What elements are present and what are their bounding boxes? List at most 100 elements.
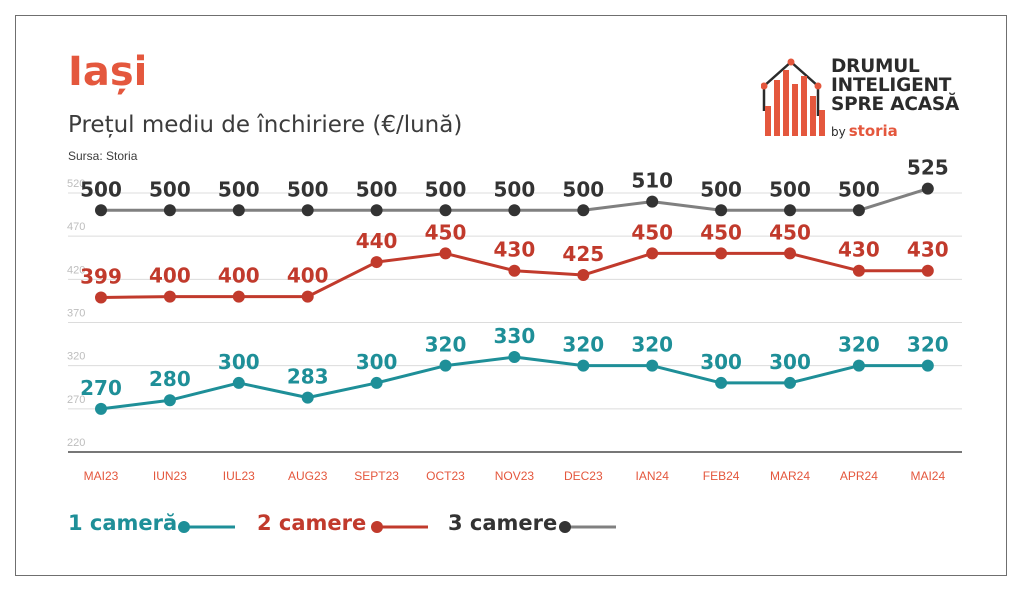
legend-item-2-camere: 2 camere	[257, 513, 366, 534]
logo-house-icon	[761, 58, 825, 136]
series-2-camere-data-label: 399	[80, 264, 122, 288]
series-3-camere-data-label: 500	[218, 177, 260, 201]
series-3-camere-data-label: 500	[287, 177, 329, 201]
series-3-camere-data-label: 525	[907, 156, 949, 180]
x-tick-label: MAR24	[770, 469, 810, 483]
series-1-camera-point	[370, 376, 383, 389]
series-2-camere-data-label: 450	[769, 220, 811, 244]
series-2-camere-data-label: 400	[149, 264, 191, 288]
series-2-camere-data-label: 400	[218, 264, 260, 288]
series-3-camere-data-label: 500	[700, 177, 742, 201]
x-tick-label: SEPT23	[354, 469, 399, 483]
x-tick-label: NOV23	[495, 469, 535, 483]
logo-byline: by storia	[831, 122, 898, 140]
y-tick-label: 220	[67, 437, 85, 449]
x-tick-label: APR24	[840, 469, 878, 483]
y-tick-label: 370	[67, 308, 85, 320]
series-2-camere-point	[646, 247, 659, 260]
y-tick-label: 320	[67, 351, 85, 363]
series-3-camere-point	[646, 195, 659, 208]
series-2-camere-data-label: 430	[907, 238, 949, 262]
legend-swatch-3-camere	[559, 521, 616, 533]
series-2-camere-data-label: 440	[356, 229, 398, 253]
legend-item-1-camera: 1 cameră	[68, 513, 177, 534]
series-2-camere-point	[784, 247, 796, 260]
x-tick-label: MAI23	[84, 469, 119, 483]
series-2-camere-point	[921, 264, 934, 277]
series-2-camere-point	[163, 290, 176, 303]
series-2-camere-data-label: 450	[425, 220, 467, 244]
logo-line: SPRE ACASĂ	[831, 94, 960, 115]
series-1-camera-data-label: 270	[80, 376, 122, 400]
series-1-camera-point	[577, 359, 590, 372]
x-tick-label: AUG23	[288, 469, 328, 483]
series-2-camere-point	[232, 290, 245, 303]
series-1-camera-data-label: 320	[425, 333, 467, 357]
series-3-camere-point	[508, 204, 521, 217]
y-tick-label: 520	[67, 178, 85, 190]
logo-wordmark: DRUMUL INTELIGENT SPRE ACASĂ	[831, 57, 959, 114]
series-2-camere-data-label: 430	[838, 238, 880, 262]
series-1-camera-point	[301, 391, 314, 404]
legend-swatch-1-camera	[178, 521, 235, 533]
x-tick-label: MAI24	[910, 469, 945, 483]
chart-subtitle: Prețul mediu de închiriere (€/lună)	[68, 112, 463, 138]
series-3-camere-point	[577, 204, 590, 217]
series-1-camera-data-label: 283	[287, 365, 329, 389]
series-3-camere-data-label: 500	[149, 177, 191, 201]
series-3-camere-point	[232, 204, 245, 217]
series-2-camere-point	[95, 291, 107, 304]
x-tick-label: IUL23	[223, 469, 255, 483]
source-note: Sursa: Storia	[68, 149, 138, 163]
series-1-camera-data-label: 320	[562, 333, 604, 357]
series-1-camera-point	[439, 359, 452, 372]
series-2-camere-data-label: 400	[287, 264, 329, 288]
series-1-camera-data-label: 320	[838, 333, 880, 357]
x-tick-label: OCT23	[426, 469, 465, 483]
series-1-camera-point	[95, 402, 107, 415]
series-2-camere-point	[439, 247, 452, 260]
series-3-camere-data-label: 500	[425, 177, 467, 201]
series-1-camera-point	[508, 351, 521, 364]
series-3-camere-point	[163, 204, 176, 217]
series-1-camera-data-label: 330	[494, 324, 536, 348]
series-2-camere-data-label: 430	[494, 238, 536, 262]
x-tick-label: IAN24	[636, 469, 670, 483]
series-3-camere-data-label: 500	[838, 177, 880, 201]
chart-title: Iași	[68, 49, 148, 95]
series-2-camere-point	[370, 256, 383, 269]
series-3-camere-point	[439, 204, 452, 217]
legend-label: 3 camere	[448, 511, 558, 535]
series-1-camera-point	[163, 394, 176, 407]
legend-label: 2 camere	[257, 511, 367, 535]
x-tick-label: DEC23	[564, 469, 603, 483]
logo-line: INTELIGENT	[831, 75, 952, 96]
series-3-camere-point	[95, 204, 107, 217]
series-1-camera-point	[784, 376, 796, 389]
x-tick-label: FEB24	[703, 469, 740, 483]
series-2-camere-point	[852, 264, 865, 277]
legend-swatch-2-camere	[371, 521, 428, 533]
series-1-camera-point	[715, 376, 728, 389]
series-2-camere-data-label: 450	[700, 220, 742, 244]
series-2-camere-data-label: 425	[562, 242, 604, 266]
series-3-camere-point	[301, 204, 314, 217]
series-3-camere-point	[852, 204, 865, 217]
series-3-camere-data-label: 500	[769, 177, 811, 201]
series-3-camere-data-label: 500	[80, 177, 122, 201]
series-2-camere-point	[715, 247, 728, 260]
series-1-camera-data-label: 320	[631, 333, 673, 357]
logo-line: DRUMUL	[831, 56, 920, 77]
series-1-camera-data-label: 300	[218, 350, 260, 374]
series-3-camere-data-label: 510	[631, 169, 673, 193]
series-1-camera-point	[646, 359, 659, 372]
series-1-camera-data-label: 300	[356, 350, 398, 374]
series-3-camere-data-label: 500	[562, 177, 604, 201]
logo-brand: storia	[848, 122, 898, 140]
series-3-camere-point	[715, 204, 728, 217]
series-1-camera-point	[921, 359, 934, 372]
logo-by-text: by	[831, 125, 846, 139]
series-2-camere-point	[577, 269, 590, 282]
series-3-camere-point	[370, 204, 383, 217]
series-1-camera-point	[852, 359, 865, 372]
